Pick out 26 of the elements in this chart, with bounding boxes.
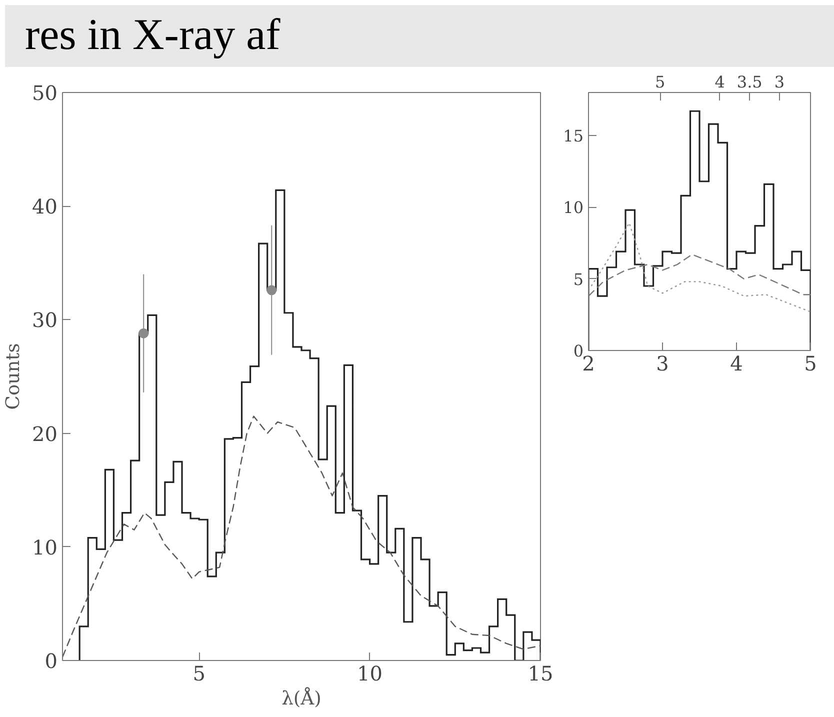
- x-tick-label: 4: [730, 352, 743, 376]
- y-tick-label: 0: [573, 342, 584, 360]
- y-tick-label: 5: [573, 270, 584, 289]
- y-tick-label: 50: [32, 81, 58, 105]
- x-tick-label: 3: [656, 352, 669, 376]
- y-tick-label: 0: [44, 649, 58, 673]
- x2-tick-label: 5: [655, 72, 666, 92]
- x2-tick-label: 3.5: [736, 72, 762, 92]
- y-tick-label: 40: [32, 194, 58, 219]
- text: res in X-ray af: [25, 9, 280, 61]
- x-tick-label: 5: [804, 352, 817, 376]
- y-axis-title: Counts: [3, 343, 24, 410]
- line-series: [62, 416, 540, 658]
- y-tick-label: 30: [32, 308, 58, 332]
- x-axis-title: λ(Å): [282, 686, 322, 710]
- y-tick-label: 10: [563, 198, 584, 218]
- y-tick-label: 15: [563, 126, 584, 146]
- y-tick-label: 10: [32, 535, 58, 560]
- x2-tick-label: 3: [774, 72, 785, 92]
- x-tick-label: 2: [582, 352, 595, 376]
- x2-tick-label: 4: [714, 72, 725, 92]
- line-series: [588, 222, 810, 312]
- x-tick-label: 10: [357, 662, 383, 686]
- x-tick-label: 5: [192, 662, 206, 686]
- x-tick-label: 15: [528, 662, 554, 686]
- y-tick-label: 20: [32, 422, 58, 446]
